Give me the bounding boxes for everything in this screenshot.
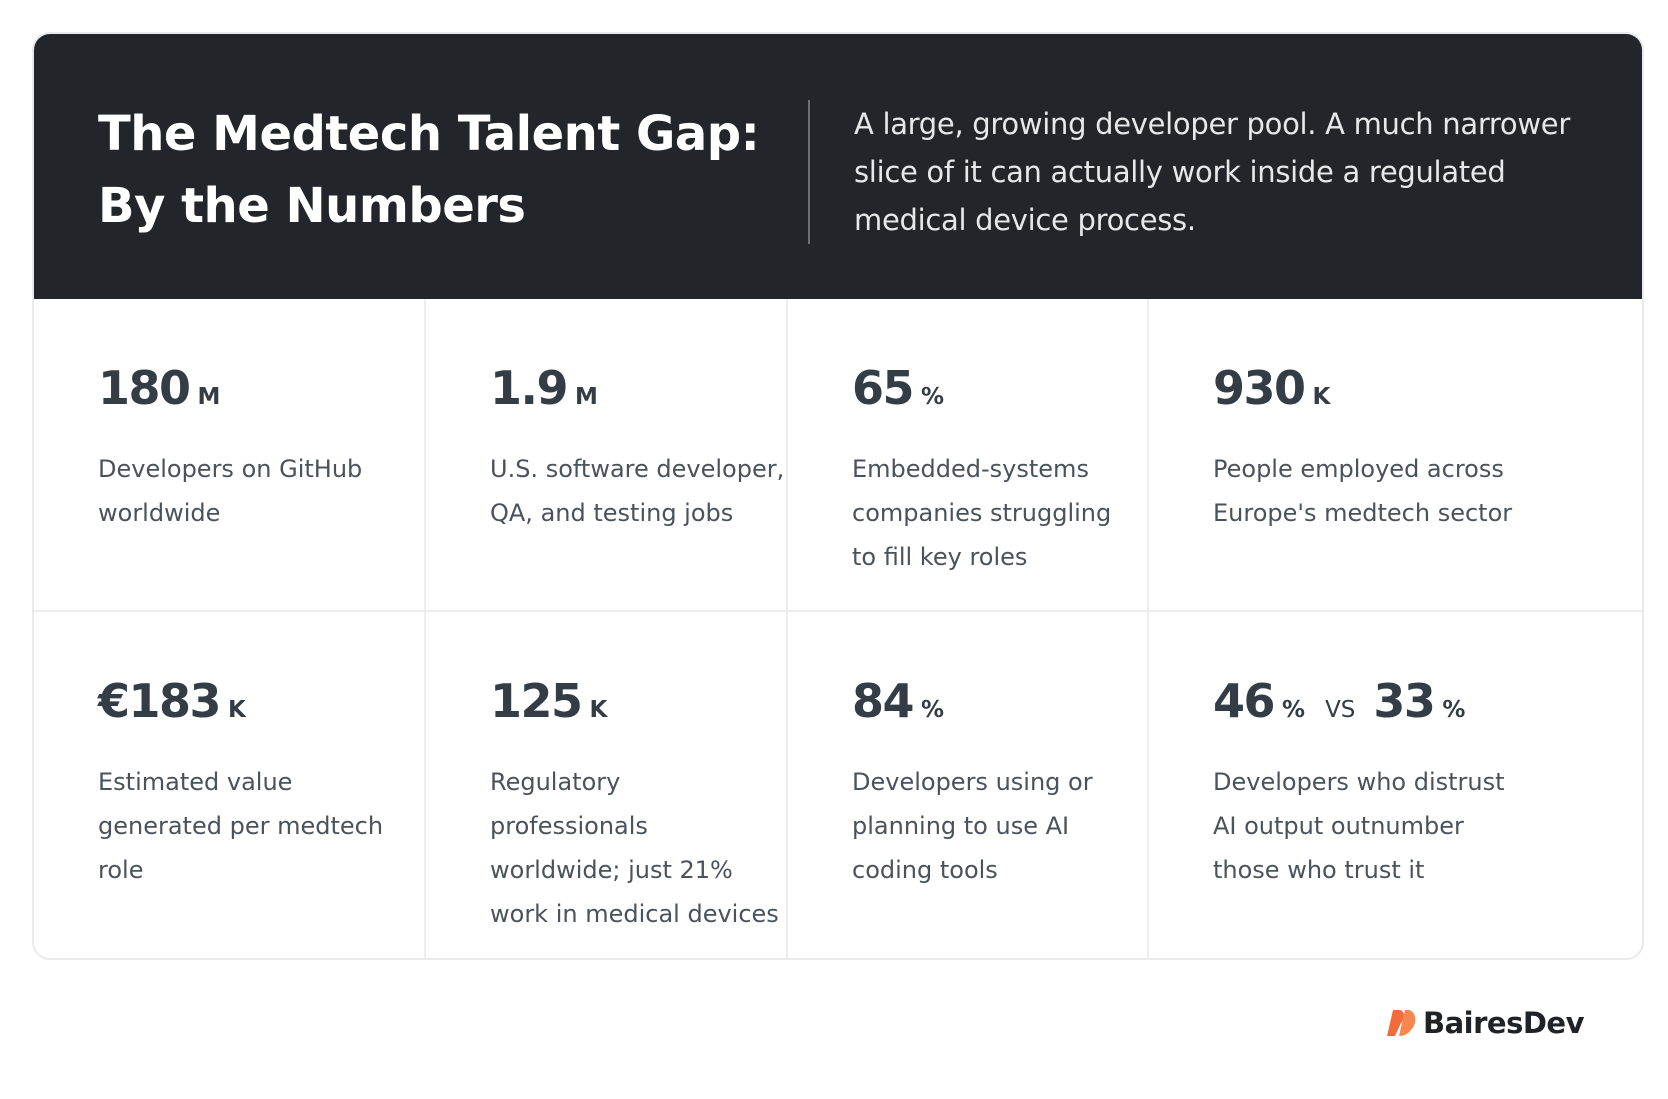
brand-name: BairesDev bbox=[1423, 1006, 1585, 1040]
stat-cell-ai-trust: 46% VS 33% Developers who distrust AI outp… bbox=[1149, 612, 1642, 958]
stat-cell-ai-tools-usage: 84% Developers using or planning to use … bbox=[788, 612, 1149, 958]
stat-cell-github-developers: 180 M Developers on GitHub worldwide bbox=[34, 299, 426, 612]
stat-value: 125 K bbox=[490, 674, 607, 728]
stat-number: 125 bbox=[490, 674, 583, 728]
stat-unit: M bbox=[197, 384, 221, 410]
header-banner: The Medtech Talent Gap: By the Numbers A… bbox=[34, 34, 1642, 299]
stat-value: 1.9 M bbox=[490, 361, 598, 415]
stat-description: Embedded-systems companies struggling to… bbox=[852, 455, 1112, 571]
stat-description: Regulatory professionals worldwide; just… bbox=[490, 768, 779, 928]
stat-cell-value-per-role: €183 K Estimated value generated per medt… bbox=[34, 612, 426, 958]
stat-number-secondary: 33 bbox=[1373, 674, 1436, 728]
stat-description: People employed across Europe's medtech … bbox=[1213, 455, 1513, 527]
stat-number: 65 bbox=[852, 361, 915, 415]
stat-unit: % bbox=[1282, 697, 1306, 723]
stat-value: 930 K bbox=[1213, 361, 1330, 415]
stat-description: Developers using or planning to use AI c… bbox=[852, 768, 1093, 884]
stat-unit: % bbox=[921, 384, 945, 410]
stat-cell-europe-medtech: 930 K People employed across Europe's med… bbox=[1149, 299, 1642, 612]
stat-description: U.S. software developer, QA, and testing… bbox=[490, 455, 785, 527]
stat-number: 1.9 bbox=[490, 361, 569, 415]
bairesdev-logo-icon bbox=[1387, 1010, 1416, 1036]
title-line-2: By the Numbers bbox=[98, 178, 526, 234]
stat-value: 65% bbox=[852, 361, 944, 415]
stat-cell-embedded-systems: 65% Embedded-systems companies strugglin… bbox=[788, 299, 1149, 612]
stat-value: 46% VS 33% bbox=[1213, 674, 1465, 728]
page-subtitle: A large, growing developer pool. A much … bbox=[854, 107, 1570, 237]
stat-unit-secondary: % bbox=[1442, 697, 1466, 723]
page-title: The Medtech Talent Gap: By the Numbers bbox=[98, 98, 778, 242]
stat-description: Developers on GitHub worldwide bbox=[98, 455, 363, 527]
stat-value: 180 M bbox=[98, 361, 220, 415]
stat-vs-label: VS bbox=[1325, 697, 1356, 723]
stats-grid: 180 M Developers on GitHub worldwide 1.9 M… bbox=[34, 299, 1642, 958]
stat-unit: K bbox=[1312, 384, 1331, 410]
stat-description: Estimated value generated per medtech ro… bbox=[98, 768, 384, 884]
stat-unit: M bbox=[575, 384, 598, 410]
stats-card: The Medtech Talent Gap: By the Numbers A… bbox=[32, 32, 1644, 960]
stat-unit: K bbox=[228, 697, 246, 723]
stat-number: 84 bbox=[852, 674, 915, 728]
stat-number: 46 bbox=[1213, 674, 1276, 728]
stat-description: Developers who distrust AI output outnum… bbox=[1213, 768, 1505, 884]
stat-unit: K bbox=[589, 697, 608, 723]
stat-value: €183 K bbox=[98, 674, 246, 728]
stat-number: €183 bbox=[98, 674, 222, 728]
stat-number: 930 bbox=[1213, 361, 1306, 415]
title-line-1: The Medtech Talent Gap: bbox=[98, 106, 760, 162]
header-divider bbox=[808, 100, 810, 244]
stat-cell-us-software-jobs: 1.9 M U.S. software developer, QA, and te… bbox=[426, 299, 788, 612]
stat-number: 180 bbox=[98, 361, 191, 415]
stat-value: 84% bbox=[852, 674, 944, 728]
stat-cell-regulatory-professionals: 125 K Regulatory professionals worldwide;… bbox=[426, 612, 788, 958]
stat-unit: % bbox=[921, 697, 945, 723]
bairesdev-logo: BairesDev bbox=[1383, 1003, 1585, 1043]
